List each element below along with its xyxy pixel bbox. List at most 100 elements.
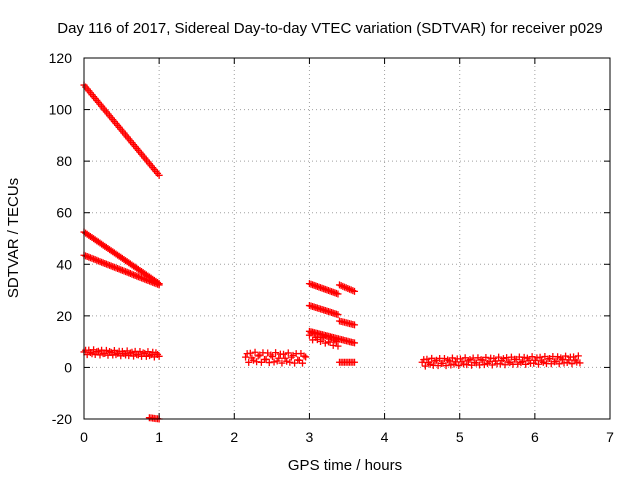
data-point bbox=[349, 287, 357, 295]
data-point bbox=[283, 357, 291, 365]
data-point bbox=[128, 348, 136, 356]
data-point bbox=[284, 349, 292, 357]
data-point bbox=[456, 355, 464, 363]
data-point bbox=[94, 347, 102, 355]
series-arc-13 bbox=[335, 358, 359, 366]
y-axis-title: SDTVAR / TECUs bbox=[5, 178, 22, 298]
data-point bbox=[141, 349, 149, 357]
data-point bbox=[570, 353, 578, 361]
data-point bbox=[535, 360, 542, 368]
data-point bbox=[466, 355, 474, 363]
data-point bbox=[126, 349, 134, 357]
data-point bbox=[270, 358, 278, 366]
data-point bbox=[106, 348, 114, 356]
data-point bbox=[278, 359, 286, 367]
data-point bbox=[146, 352, 154, 360]
y-tick-label: -20 bbox=[52, 411, 72, 427]
data-point bbox=[245, 358, 253, 366]
data-point bbox=[426, 360, 434, 368]
data-point bbox=[155, 171, 163, 179]
data-point bbox=[488, 361, 496, 369]
data-point bbox=[421, 362, 429, 370]
data-point bbox=[272, 349, 280, 357]
x-tick-label: 0 bbox=[80, 429, 88, 445]
data-point bbox=[444, 356, 452, 364]
x-axis-title: GPS time / hours bbox=[288, 457, 402, 474]
data-point bbox=[291, 359, 299, 367]
data-point bbox=[347, 286, 355, 294]
data-point bbox=[452, 358, 460, 366]
data-point bbox=[573, 358, 581, 366]
x-tick-label: 5 bbox=[456, 429, 464, 445]
data-point bbox=[299, 359, 307, 367]
data-point bbox=[485, 358, 493, 366]
data-point bbox=[335, 281, 343, 289]
data-point bbox=[517, 359, 525, 367]
data-point bbox=[440, 354, 448, 362]
x-tick-label: 1 bbox=[155, 429, 163, 445]
data-point bbox=[483, 359, 491, 367]
data-point bbox=[337, 282, 345, 290]
data-point bbox=[334, 342, 342, 350]
data-point bbox=[144, 348, 152, 356]
data-point bbox=[300, 352, 308, 360]
series-arc-3 bbox=[80, 251, 163, 289]
data-point bbox=[557, 354, 565, 362]
series-arc-7 bbox=[305, 280, 342, 298]
data-point bbox=[254, 352, 262, 360]
data-marks bbox=[80, 81, 584, 423]
data-point bbox=[574, 352, 582, 360]
data-point bbox=[482, 353, 490, 361]
data-point bbox=[268, 353, 276, 361]
x-tick-label: 6 bbox=[531, 429, 539, 445]
data-point bbox=[242, 353, 250, 361]
data-point bbox=[321, 339, 329, 347]
data-point bbox=[155, 281, 163, 289]
data-point bbox=[445, 357, 453, 365]
y-tick-label: 100 bbox=[49, 102, 73, 118]
y-axis-ticks: -20 0 20 40 60 80 100 120 bbox=[49, 50, 610, 427]
data-point bbox=[423, 355, 431, 363]
data-point bbox=[506, 359, 514, 367]
y-tick-label: 40 bbox=[56, 256, 72, 272]
data-point bbox=[447, 361, 455, 369]
data-point bbox=[317, 338, 325, 346]
y-tick-label: 80 bbox=[56, 153, 72, 169]
data-point bbox=[136, 348, 144, 355]
series-arc-12 bbox=[335, 317, 359, 329]
data-point bbox=[287, 353, 295, 361]
data-point bbox=[455, 362, 463, 370]
data-point bbox=[520, 353, 528, 361]
series-arc-6 bbox=[242, 348, 310, 367]
series-arc-4 bbox=[80, 346, 163, 361]
data-point bbox=[130, 352, 138, 360]
data-point bbox=[554, 353, 562, 361]
data-point bbox=[339, 282, 347, 290]
data-point bbox=[562, 352, 570, 360]
data-point bbox=[155, 352, 163, 360]
data-point bbox=[461, 354, 469, 362]
data-point bbox=[281, 354, 289, 362]
data-point bbox=[286, 358, 294, 366]
y-tick-label: 20 bbox=[56, 308, 72, 324]
data-point bbox=[431, 357, 439, 365]
data-point bbox=[344, 284, 352, 292]
y-tick-label: 120 bbox=[49, 50, 73, 66]
data-point bbox=[504, 358, 512, 366]
data-point bbox=[480, 361, 488, 369]
data-point bbox=[134, 351, 142, 359]
data-point bbox=[558, 355, 566, 363]
data-point bbox=[88, 350, 96, 358]
plot-frame bbox=[83, 57, 611, 420]
data-point bbox=[351, 321, 359, 329]
data-point bbox=[342, 284, 350, 292]
data-point bbox=[302, 353, 310, 361]
data-point bbox=[112, 351, 120, 359]
data-point bbox=[555, 360, 563, 368]
data-point bbox=[499, 355, 507, 363]
chart-title: Day 116 of 2017, Sidereal Day-to-day VTE… bbox=[57, 20, 603, 37]
y-tick-label: 0 bbox=[64, 359, 72, 375]
data-point bbox=[538, 357, 546, 365]
data-point bbox=[448, 354, 456, 362]
